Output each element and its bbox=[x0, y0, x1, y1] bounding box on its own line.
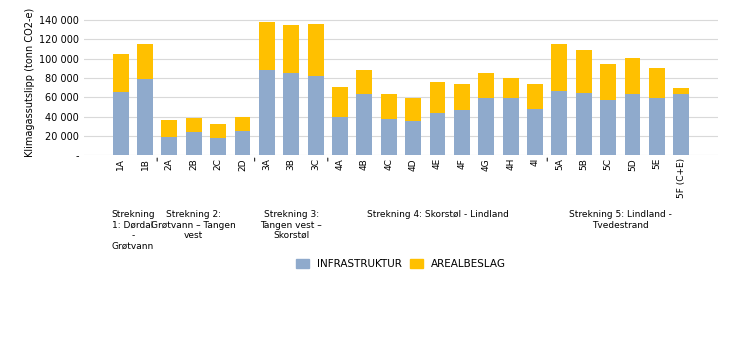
Bar bbox=[356, 95, 373, 155]
Bar bbox=[674, 88, 689, 95]
Bar bbox=[405, 121, 421, 155]
Bar bbox=[429, 82, 445, 113]
Bar bbox=[161, 137, 177, 155]
Bar bbox=[625, 58, 641, 95]
Bar bbox=[576, 93, 592, 155]
Text: Strekning 5: Lindland -
Tvedestrand: Strekning 5: Lindland - Tvedestrand bbox=[569, 210, 672, 230]
Bar bbox=[235, 117, 250, 131]
Bar bbox=[137, 79, 153, 155]
Bar bbox=[649, 68, 665, 98]
Bar bbox=[332, 87, 348, 117]
Bar bbox=[381, 119, 397, 155]
Text: Strekning 2:
Grøtvann – Tangen
vest: Strekning 2: Grøtvann – Tangen vest bbox=[152, 210, 236, 240]
Bar bbox=[527, 109, 543, 155]
Bar bbox=[649, 98, 665, 155]
Bar bbox=[503, 98, 518, 155]
Bar bbox=[332, 117, 348, 155]
Text: Strekning
1: Dørdal
-
Grøtvann: Strekning 1: Dørdal - Grøtvann bbox=[111, 210, 155, 250]
Bar bbox=[527, 84, 543, 109]
Bar bbox=[284, 25, 299, 73]
Legend: INFRASTRUKTUR, AREALBESLAG: INFRASTRUKTUR, AREALBESLAG bbox=[296, 259, 506, 269]
Bar bbox=[478, 73, 494, 98]
Bar bbox=[552, 44, 567, 90]
Bar bbox=[161, 120, 177, 137]
Y-axis label: Klimagassutslipp (tonn CO2-e): Klimagassutslipp (tonn CO2-e) bbox=[25, 8, 35, 157]
Bar bbox=[113, 92, 128, 155]
Bar bbox=[454, 84, 469, 110]
Bar bbox=[356, 70, 373, 95]
Bar bbox=[308, 76, 324, 155]
Bar bbox=[137, 44, 153, 79]
Bar bbox=[600, 65, 616, 100]
Bar bbox=[113, 54, 128, 92]
Bar bbox=[429, 113, 445, 155]
Bar bbox=[625, 95, 641, 155]
Bar bbox=[478, 98, 494, 155]
Bar bbox=[284, 73, 299, 155]
Bar bbox=[259, 70, 275, 155]
Bar bbox=[674, 95, 689, 155]
Bar bbox=[210, 138, 226, 155]
Bar bbox=[552, 90, 567, 155]
Bar bbox=[259, 22, 275, 70]
Bar bbox=[186, 132, 202, 155]
Text: Strekning 3:
Tangen vest –
Skorstøl: Strekning 3: Tangen vest – Skorstøl bbox=[260, 210, 322, 240]
Bar bbox=[576, 50, 592, 93]
Text: Strekning 4: Skorstøl - Lindland: Strekning 4: Skorstøl - Lindland bbox=[367, 210, 508, 219]
Bar bbox=[381, 95, 397, 119]
Bar bbox=[235, 131, 250, 155]
Bar bbox=[600, 100, 616, 155]
Bar bbox=[210, 124, 226, 138]
Bar bbox=[405, 98, 421, 121]
Bar bbox=[186, 118, 202, 132]
Bar bbox=[308, 24, 324, 76]
Bar bbox=[503, 78, 518, 98]
Bar bbox=[454, 110, 469, 155]
